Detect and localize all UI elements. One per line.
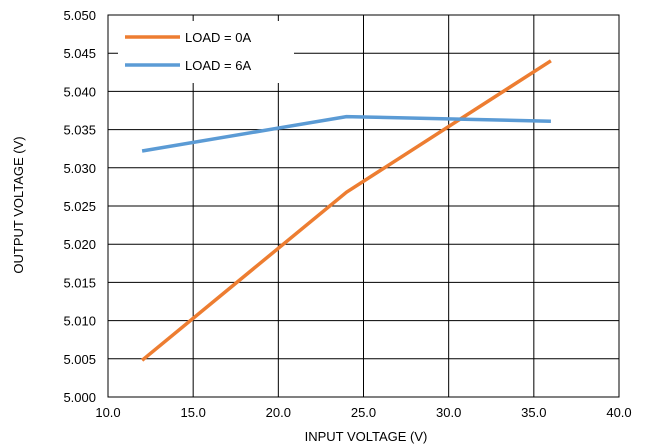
plot-area-frame: [107, 14, 620, 398]
x-tick-label: 15.0: [181, 405, 206, 420]
y-tick-label: 5.020: [63, 237, 96, 252]
legend: LOAD = 0A LOAD = 6A: [118, 21, 294, 83]
x-tick-label: 40.0: [606, 405, 631, 420]
y-tick-label: 5.045: [63, 46, 96, 61]
y-tick-label: 5.035: [63, 123, 96, 138]
y-tick-label: 5.015: [63, 275, 96, 290]
y-tick-label: 5.010: [63, 314, 96, 329]
y-axis-label: OUTPUT VOLTAGE (V): [11, 136, 26, 273]
y-tick-label: 5.000: [63, 390, 96, 405]
legend-label-2: LOAD = 6A: [185, 58, 251, 73]
y-tick-label: 5.005: [63, 352, 96, 367]
x-tick-label: 25.0: [351, 405, 376, 420]
x-tick-label: 35.0: [521, 405, 546, 420]
grid-lines: [108, 15, 619, 397]
y-tick-label: 5.030: [63, 161, 96, 176]
y-tick-label: 5.025: [63, 199, 96, 214]
series-line-1: [140, 59, 552, 362]
x-axis-label: INPUT VOLTAGE (V): [305, 429, 428, 444]
x-tick-label: 20.0: [266, 405, 291, 420]
legend-label-1: LOAD = 0A: [185, 30, 251, 45]
x-axis-ticks: 10.0 15.0 20.0 25.0 30.0 35.0 40.0: [95, 405, 631, 420]
series-lines: [140, 59, 552, 362]
series-line-2: [141, 114, 551, 153]
x-tick-label: 30.0: [436, 405, 461, 420]
y-tick-label: 5.040: [63, 84, 96, 99]
x-tick-label: 10.0: [95, 405, 120, 420]
y-tick-label: 5.050: [63, 8, 96, 23]
legend-background: [118, 21, 294, 83]
y-axis-ticks: 5.000 5.005 5.010 5.015 5.020 5.025 5.030 5.035…: [63, 8, 96, 405]
